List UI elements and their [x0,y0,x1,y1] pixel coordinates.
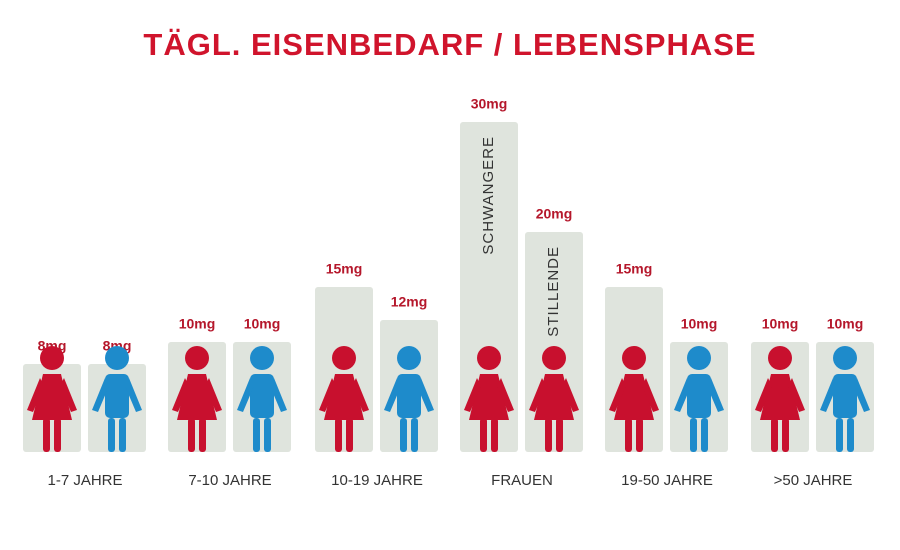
icon-arms [529,378,579,412]
icon-leg [690,418,697,452]
icon-leg [188,418,195,452]
icon-leg [556,418,563,452]
person-icon [319,346,369,452]
icon-arms [755,378,805,412]
icon-head [687,346,711,370]
icon-arms [384,378,434,412]
value-label: 15mg [616,261,653,277]
value-label: 12mg [391,294,428,310]
icon-head [332,346,356,370]
icon-arms [820,378,870,412]
person-icon [172,346,222,452]
icon-leg [625,418,632,452]
icon-arms [92,378,142,412]
category-label: FRAUEN [491,472,553,489]
icon-leg [400,418,407,452]
icon-leg [411,418,418,452]
icon-arms [464,378,514,412]
bar-inner-label: STILLENDE [545,246,562,337]
icon-body [250,374,274,418]
icon-leg [847,418,854,452]
person-icon [529,346,579,452]
bar-inner-label: SCHWANGERE [480,136,497,255]
icon-body [833,374,857,418]
icon-leg [108,418,115,452]
icon-head [105,346,129,370]
icon-arms [674,378,724,412]
person-icon [464,346,514,452]
category-label: 7-10 JAHRE [188,472,271,489]
person-icon [92,346,142,452]
icon-leg [54,418,61,452]
icon-leg [491,418,498,452]
icon-leg [782,418,789,452]
icon-head [542,346,566,370]
icon-leg [771,418,778,452]
person-icon [820,346,870,452]
icon-leg [119,418,126,452]
icon-head [477,346,501,370]
icon-leg [836,418,843,452]
icon-arms [319,378,369,412]
icon-leg [253,418,260,452]
icon-leg [264,418,271,452]
person-icon [384,346,434,452]
icon-head [40,346,64,370]
icon-arms [172,378,222,412]
value-label: 30mg [471,96,508,112]
category-label: 19-50 JAHRE [621,472,713,489]
icon-head [185,346,209,370]
icon-leg [701,418,708,452]
person-icon [609,346,659,452]
icon-arms [27,378,77,412]
person-icon [27,346,77,452]
bar [460,122,518,452]
person-icon [237,346,287,452]
icon-body [687,374,711,418]
icon-leg [43,418,50,452]
value-label: 20mg [536,206,573,222]
chart-title: TÄGL. EISENBEDARF / LEBENSPHASE [143,27,756,62]
icon-head [833,346,857,370]
value-label: 15mg [326,261,363,277]
icon-arms [609,378,659,412]
icon-head [397,346,421,370]
value-label: 10mg [762,316,799,332]
icon-head [250,346,274,370]
icon-head [768,346,792,370]
value-label: 10mg [681,316,718,332]
icon-head [622,346,646,370]
icon-leg [545,418,552,452]
category-label: 1-7 JAHRE [47,472,122,489]
icon-leg [346,418,353,452]
icon-body [105,374,129,418]
category-label: 10-19 JAHRE [331,472,423,489]
value-label: 10mg [827,316,864,332]
category-label: >50 JAHRE [774,472,853,489]
icon-arms [237,378,287,412]
person-icon [755,346,805,452]
icon-body [397,374,421,418]
value-label: 10mg [179,316,216,332]
value-label: 10mg [244,316,281,332]
person-icon [674,346,724,452]
icon-leg [480,418,487,452]
icon-leg [335,418,342,452]
icon-leg [199,418,206,452]
icon-leg [636,418,643,452]
